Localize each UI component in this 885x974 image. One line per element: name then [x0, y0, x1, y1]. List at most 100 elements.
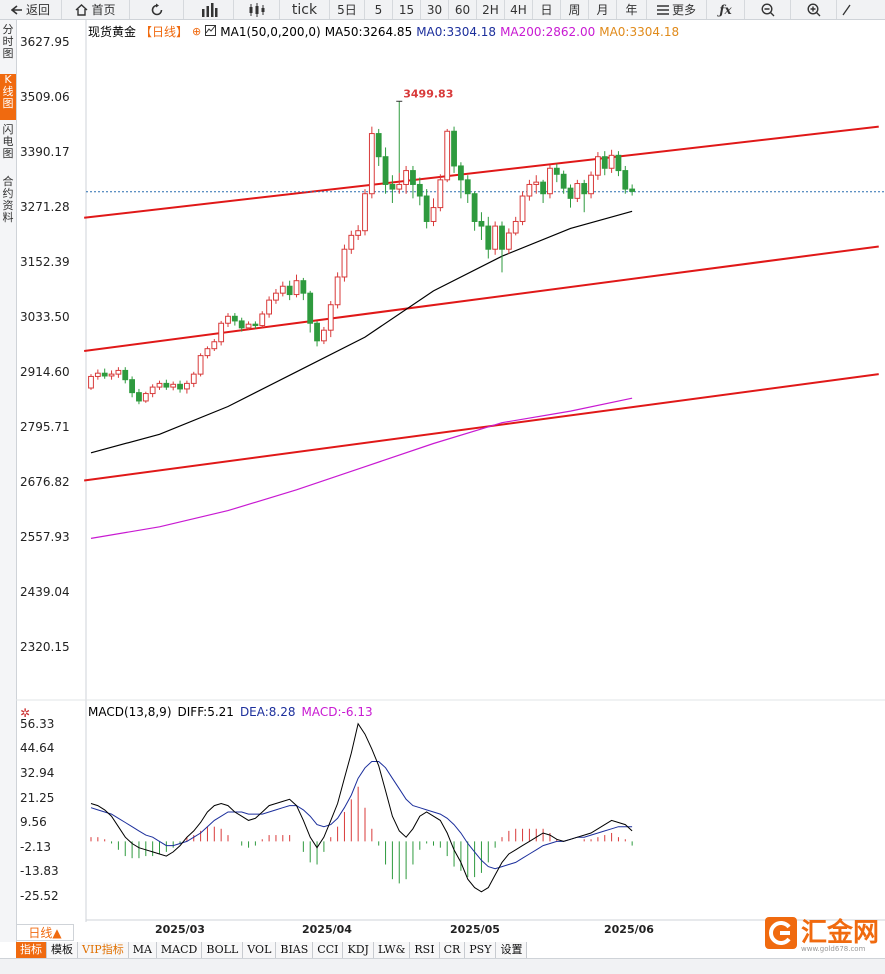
period-60min[interactable]: 60 — [449, 0, 477, 19]
candle-body — [197, 355, 204, 375]
y-tick-label: 2320.15 — [20, 640, 70, 654]
candle-body — [334, 276, 341, 306]
zoom-in-button[interactable] — [791, 0, 837, 19]
candle-body — [615, 154, 622, 172]
candle-body — [231, 315, 238, 322]
candle-body — [560, 173, 567, 189]
tab-indicators[interactable]: 指标 — [16, 942, 47, 958]
tab-settings[interactable]: 设置 — [496, 942, 528, 958]
candle-body — [279, 285, 286, 294]
macd-y-tick-label: 44.64 — [20, 741, 55, 755]
candlestick-chart-button[interactable] — [184, 0, 234, 19]
tick-button[interactable]: tick — [280, 0, 330, 19]
period-label: 【日线】 — [140, 25, 189, 39]
back-button[interactable]: 返回 — [0, 0, 62, 19]
candle-body — [553, 167, 560, 175]
candle-body — [478, 220, 485, 227]
tab-boll[interactable]: BOLL — [202, 942, 244, 958]
logo-text: 汇金网 — [801, 918, 880, 948]
tab-kdj[interactable]: KDJ — [343, 942, 374, 958]
candle-body — [136, 392, 142, 402]
back-icon — [10, 4, 23, 16]
period-dropdown[interactable]: 日线▲ — [16, 924, 74, 941]
candle-body — [156, 382, 163, 388]
candle-body — [238, 320, 245, 329]
period-month[interactable]: 月 — [589, 0, 617, 19]
period-week[interactable]: 周 — [561, 0, 589, 19]
period-4h[interactable]: 4H — [505, 0, 533, 19]
candle-body — [252, 323, 259, 327]
period-year[interactable]: 年 — [617, 0, 647, 19]
zoom-out-icon — [760, 2, 775, 17]
candle-body — [430, 207, 437, 222]
tab-macd[interactable]: MACD — [156, 942, 203, 958]
period-15min[interactable]: 15 — [393, 0, 421, 19]
tab-bias[interactable]: BIAS — [276, 942, 314, 958]
candle-body — [492, 225, 499, 250]
tab-contract-info[interactable]: 合 约 资 料 — [2, 175, 14, 224]
candle-body — [348, 234, 355, 250]
left-sidebar: 分 时 图 K 线 图 闪 电 图 合 约 资 料 — [0, 20, 17, 942]
candle-body — [259, 313, 266, 327]
candle-body — [293, 280, 300, 296]
tab-cci[interactable]: CCI — [313, 942, 344, 958]
tab-cr[interactable]: CR — [439, 942, 466, 958]
candle-body — [129, 379, 135, 394]
macd-name[interactable]: MACD(13,8,9) — [88, 705, 172, 719]
candle-body — [307, 292, 314, 324]
macd-settings-icon[interactable]: ✲ — [20, 706, 31, 720]
y-tick-label: 3627.95 — [20, 35, 70, 49]
kline-style-button[interactable] — [234, 0, 280, 19]
logo-icon — [765, 917, 797, 949]
zoom-out-button[interactable] — [745, 0, 791, 19]
period-2h[interactable]: 2H — [477, 0, 505, 19]
tab-templates[interactable]: 模板 — [47, 942, 78, 958]
tab-vip-indicators[interactable]: VIP指标 — [78, 942, 129, 958]
candle-body — [601, 156, 608, 169]
tab-kline[interactable]: K 线 图 — [0, 74, 16, 120]
macd-dea: DEA:8.28 — [239, 705, 296, 719]
ma50-line — [90, 210, 633, 454]
candle-body — [499, 225, 505, 250]
candle-body — [519, 195, 526, 222]
candle-body — [273, 292, 279, 301]
kline-style-icon — [248, 2, 266, 17]
tab-lw[interactable]: LW& — [373, 942, 411, 958]
pen-tool-button[interactable] — [837, 0, 857, 19]
horizontal-scrollbar[interactable] — [0, 958, 885, 974]
indicator-tabs: 指标 模板 VIP指标 MA MACD BOLL VOL BIAS CCI KD… — [16, 942, 528, 958]
period-5day[interactable]: 5日 — [330, 0, 365, 19]
trendline — [84, 373, 879, 482]
refresh-button[interactable] — [130, 0, 184, 19]
tab-flash[interactable]: 闪 电 图 — [2, 123, 14, 160]
tab-rsi[interactable]: RSI — [410, 942, 440, 958]
site-logo: 汇金网 www.gold678.com — [765, 917, 880, 953]
candle-body — [540, 181, 547, 195]
period-30min[interactable]: 30 — [421, 0, 449, 19]
candle-body — [218, 322, 225, 343]
more-button[interactable]: 更多 — [647, 0, 707, 19]
candle-body — [567, 187, 574, 199]
add-indicator-icon[interactable]: ⊕ — [192, 25, 202, 38]
fx-icon: ƒx — [719, 2, 732, 17]
x-tick-label: 2025/04 — [302, 923, 352, 936]
chart-type-icon[interactable] — [205, 24, 217, 39]
y-tick-label: 2795.71 — [20, 420, 70, 434]
tab-timeshare[interactable]: 分 时 图 — [2, 23, 14, 60]
period-5min[interactable]: 5 — [365, 0, 393, 19]
ma-config-label[interactable]: MA1(50,0,200,0) — [220, 24, 321, 39]
candle-body — [177, 383, 183, 390]
tab-ma[interactable]: MA — [128, 942, 157, 958]
ma200-line — [90, 397, 633, 539]
candle-body — [300, 280, 307, 294]
trendline — [84, 245, 879, 352]
home-button[interactable]: 首页 — [62, 0, 130, 19]
tab-psy[interactable]: PSY — [465, 942, 497, 958]
tab-vol[interactable]: VOL — [243, 942, 277, 958]
instrument-name: 现货黄金 — [88, 25, 137, 39]
formula-button[interactable]: ƒx — [707, 0, 745, 19]
candle-body — [101, 372, 108, 377]
period-day[interactable]: 日 — [533, 0, 561, 19]
candle-body — [512, 220, 519, 234]
